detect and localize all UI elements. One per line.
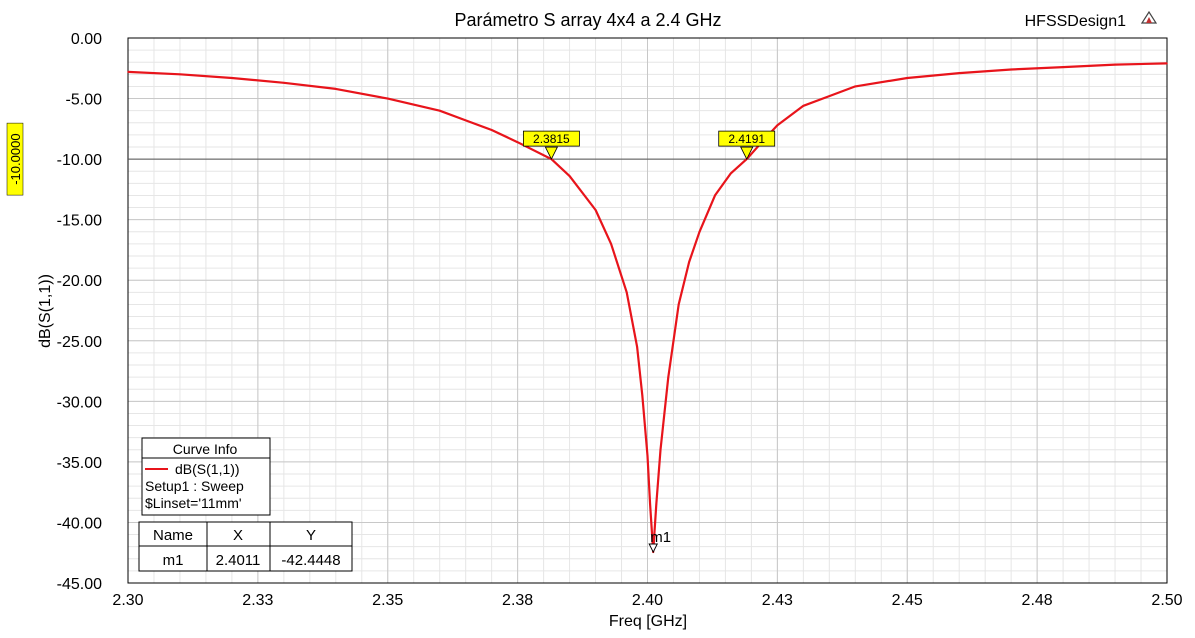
series-point: [646, 455, 649, 457]
delta-marker-label: 2.3815: [533, 132, 570, 146]
x-tick-label: 2.40: [632, 592, 663, 609]
table-cell-name: m1: [163, 552, 184, 569]
series-point: [438, 109, 441, 112]
series-line-s11: [127, 62, 1168, 554]
series-point: [677, 303, 680, 306]
y-tick-label: -45.00: [57, 576, 102, 593]
design-name: HFSSDesign1: [1025, 13, 1126, 30]
m1-marker-label: m1: [650, 529, 671, 546]
y-tick-label: -10.00: [57, 152, 102, 169]
series-point: [516, 141, 519, 143]
delta-marker-badge: [718, 130, 776, 147]
series-point: [958, 72, 960, 74]
series-point: [729, 172, 732, 175]
series-point: [1010, 68, 1012, 71]
delta-marker-arrow: [740, 146, 754, 161]
x-tick-label: 2.30: [112, 592, 143, 609]
y-tick-label: -5.00: [66, 92, 103, 109]
y-tick-label: -25.00: [57, 334, 102, 351]
x-tick-label: 2.43: [762, 592, 793, 609]
x-tick-label: 2.33: [242, 592, 273, 609]
series-point: [490, 129, 493, 131]
y-tick-label: -20.00: [57, 273, 102, 290]
series-point: [231, 77, 233, 79]
reference-line-group: -10.0000: [6, 122, 1167, 196]
chart-title: Parámetro S array 4x4 a 2.4 GHz: [454, 10, 721, 30]
series-point: [1114, 63, 1116, 66]
table-cell-x: 2.4011: [216, 552, 261, 569]
series-point: [610, 243, 612, 245]
plot-frame: [127, 37, 1168, 584]
series-point: [464, 119, 467, 122]
y-axis-label: dB(S(1,1)): [37, 274, 54, 348]
table-header-name: Name: [153, 527, 193, 544]
series-point: [649, 503, 651, 506]
triangle-logo-icon: [1140, 10, 1158, 24]
axes: 2.30 2.33 2.35 2.38 2.40 2.43 2.45 2.48 2.50 0.00…: [57, 31, 1183, 609]
series-point: [776, 124, 779, 126]
series-point: [594, 209, 597, 211]
legend-setup: Setup1 : Sweep: [145, 478, 244, 494]
series-point: [655, 503, 658, 506]
series-point: [1062, 66, 1064, 68]
m1-marker-arrow: [648, 543, 659, 554]
series-point: [688, 261, 690, 263]
x-tick-label: 2.38: [502, 592, 533, 609]
series-point: [641, 394, 644, 397]
legend-title: Curve Info: [173, 441, 238, 457]
series-point: [335, 88, 337, 90]
grid: [127, 37, 1168, 584]
series-point: [1166, 62, 1168, 65]
table-header-y: Y: [306, 527, 316, 544]
series-point: [714, 194, 716, 197]
y-tick-label: -40.00: [57, 515, 102, 532]
series-point: [283, 82, 285, 84]
marker-table: Name X Y m1 2.4011 -42.4448: [138, 521, 353, 572]
x-tick-label: 2.45: [892, 592, 923, 609]
markers-group: 2.3815 2.4191 m1: [522, 130, 776, 554]
x-axis-label: Freq [GHz]: [609, 613, 687, 630]
legend-variable: $Linset='11mm': [145, 495, 242, 511]
series-point: [906, 77, 909, 79]
y-tick-label: -30.00: [57, 394, 102, 411]
series-point: [828, 95, 831, 97]
y-tick-label: -35.00: [57, 455, 102, 472]
series-point: [386, 97, 389, 100]
delta-marker-label: 2.4191: [728, 132, 765, 146]
delta-marker-arrow: [544, 146, 559, 161]
x-tick-label: 2.50: [1151, 592, 1182, 609]
series-point: [179, 73, 181, 76]
reference-line-badge: [6, 122, 24, 196]
table-header-x: X: [233, 527, 243, 544]
series-point: [568, 175, 571, 177]
x-tick-label: 2.35: [372, 592, 403, 609]
series-point: [636, 346, 638, 348]
series-point: [127, 71, 129, 73]
x-tick-label: 2.48: [1022, 592, 1053, 609]
delta-marker-badge: [522, 130, 580, 147]
series-point: [698, 230, 701, 233]
y-tick-label: -15.00: [57, 213, 102, 230]
table-cell-y: -42.4448: [281, 552, 340, 569]
legend-entry: dB(S(1,1)): [175, 461, 240, 477]
series-point: [854, 85, 857, 88]
reference-line-label: -10.0000: [8, 133, 23, 184]
curve-info-legend: Curve Info dB(S(1,1)) Setup1 : Sweep $Li…: [141, 437, 271, 516]
series-point: [659, 448, 662, 451]
series-point: [667, 376, 670, 378]
y-tick-label: 0.00: [71, 31, 102, 48]
series-point: [625, 291, 628, 294]
series-point: [802, 105, 805, 107]
